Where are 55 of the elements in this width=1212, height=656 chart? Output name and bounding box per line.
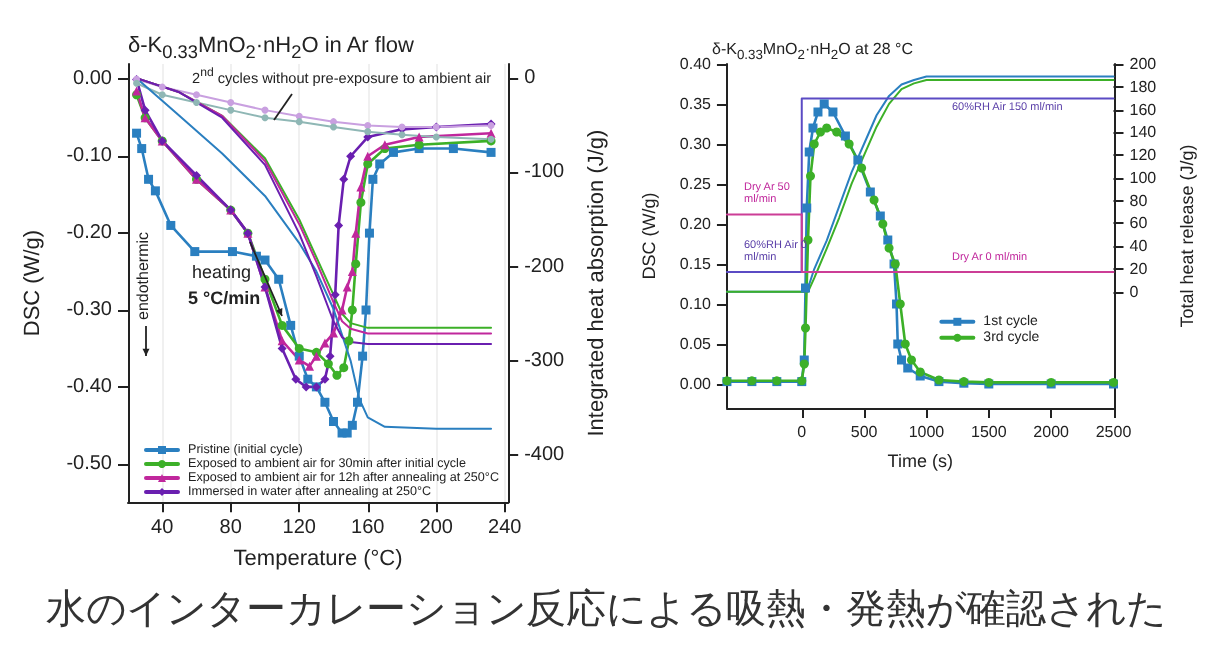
y-tick-label: -0.10 (66, 145, 113, 168)
y2-tick-label: -100 (524, 161, 566, 184)
y-tick-label: 0.20 (679, 215, 713, 233)
annotation: heating (192, 262, 252, 284)
y2-tick-label: 0 (1129, 282, 1140, 301)
x-tick-label: 500 (850, 423, 879, 441)
y2-axis-title: Integrated heat absorption (J/g) (585, 129, 609, 437)
y2-tick-label: 200 (1129, 55, 1158, 73)
y-tick-label: -0.30 (66, 299, 113, 322)
x-tick-label: 2500 (1095, 423, 1133, 441)
y2-tick-label: 80 (1129, 191, 1149, 210)
y2-tick-label: -400 (524, 444, 566, 467)
annotation: endothermic (134, 231, 154, 320)
y-tick-label: 0.10 (679, 295, 713, 313)
y2-axis-title: Total heat release (J/g) (1177, 144, 1197, 328)
annotation: 5 °C/min (188, 288, 261, 310)
chart-title: δ-K$_{0.33}$MnO$_{2}$·nH$_{2}$O in Ar flow (128, 34, 414, 63)
chart-title: δ-K$_{0.33}$MnO$_{2}$·nH$_{2}$O at 28 °C (712, 40, 913, 64)
x-axis-title: Time (s) (887, 451, 953, 471)
x-tick-label: 80 (219, 517, 243, 540)
y-axis-title: DSC (W/g) (639, 192, 659, 280)
y-tick-label: 0.35 (679, 95, 713, 113)
y-tick-label: 0.00 (73, 68, 113, 91)
x-tick-label: 2000 (1033, 423, 1071, 441)
y-tick-label: 0.25 (679, 175, 713, 193)
x-tick-label: 240 (488, 517, 523, 540)
y2-tick-label: 180 (1129, 77, 1158, 96)
y2-tick-label: 0 (524, 67, 537, 90)
y-tick-label: 0.30 (679, 135, 713, 153)
y-tick-label: -0.20 (66, 222, 113, 245)
y-tick-label: 0.05 (679, 335, 713, 353)
y2-tick-label: 40 (1129, 237, 1149, 256)
x-tick-label: 1000 (908, 423, 946, 441)
y2-tick-label: 100 (1129, 168, 1158, 187)
x-axis-title: Temperature (°C) (233, 547, 403, 571)
text: 水のインターカレーション反応による吸熱・発熱が確認された (44, 588, 1168, 632)
x-tick-label: 40 (151, 517, 175, 540)
y2-tick-label: -300 (524, 349, 566, 372)
y2-tick-label: 140 (1129, 123, 1158, 142)
y-tick-label: 0.15 (679, 255, 713, 273)
x-tick-label: 0 (797, 423, 808, 441)
y-axis-title: DSC (W/g) (21, 229, 45, 337)
x-tick-label: 120 (282, 517, 317, 540)
x-tick-label: 1500 (971, 423, 1008, 441)
y2-tick-label: 60 (1129, 214, 1149, 233)
y2-tick-label: -200 (524, 255, 566, 278)
x-tick-label: 160 (351, 517, 386, 540)
x-tick-label: 200 (419, 517, 454, 540)
y2-tick-label: 160 (1129, 100, 1158, 119)
y2-tick-label: 20 (1129, 260, 1149, 279)
y-tick-label: -0.50 (66, 452, 113, 475)
y2-tick-label: 120 (1129, 146, 1158, 165)
y-tick-label: 0.00 (679, 375, 713, 393)
y-tick-label: -0.40 (66, 375, 113, 398)
y-tick-label: 0.40 (679, 55, 713, 73)
